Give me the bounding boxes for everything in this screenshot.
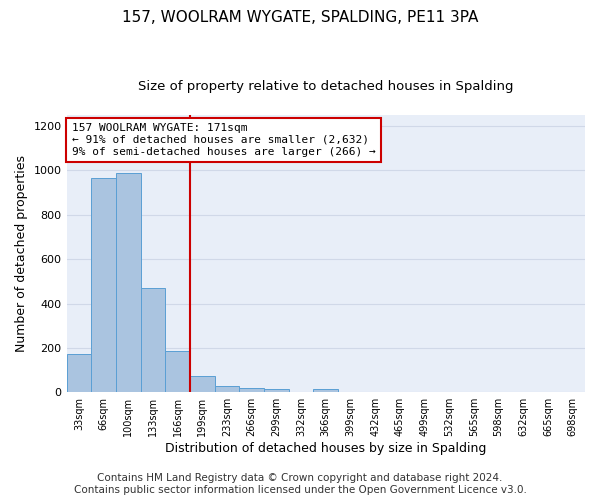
X-axis label: Distribution of detached houses by size in Spalding: Distribution of detached houses by size … xyxy=(165,442,487,455)
Bar xyxy=(67,354,91,392)
Y-axis label: Number of detached properties: Number of detached properties xyxy=(15,155,28,352)
Text: Contains HM Land Registry data © Crown copyright and database right 2024.
Contai: Contains HM Land Registry data © Crown c… xyxy=(74,474,526,495)
Bar xyxy=(239,388,264,392)
Bar xyxy=(190,376,215,392)
Text: 157 WOOLRAM WYGATE: 171sqm
← 91% of detached houses are smaller (2,632)
9% of se: 157 WOOLRAM WYGATE: 171sqm ← 91% of deta… xyxy=(72,124,376,156)
Title: Size of property relative to detached houses in Spalding: Size of property relative to detached ho… xyxy=(138,80,514,93)
Bar xyxy=(313,389,338,392)
Bar xyxy=(264,389,289,392)
Bar xyxy=(165,351,190,392)
Bar xyxy=(116,172,140,392)
Bar xyxy=(91,178,116,392)
Bar xyxy=(140,288,165,392)
Bar xyxy=(215,386,239,392)
Text: 157, WOOLRAM WYGATE, SPALDING, PE11 3PA: 157, WOOLRAM WYGATE, SPALDING, PE11 3PA xyxy=(122,10,478,25)
